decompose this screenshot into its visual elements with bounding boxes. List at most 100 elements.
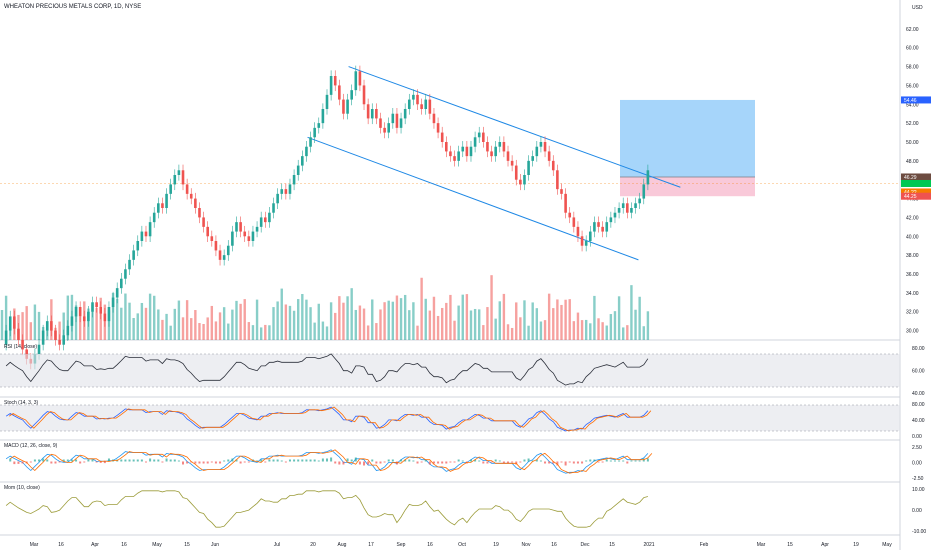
candle-body (354, 71, 358, 91)
volume-bar (21, 312, 24, 340)
macd-histogram-bar (38, 459, 41, 462)
volume-bar (465, 294, 469, 340)
macd-histogram-bar (297, 459, 300, 462)
volume-bar (515, 302, 518, 340)
candle-body (338, 85, 341, 100)
volume-bar (190, 318, 193, 340)
candle-body (350, 90, 353, 100)
time-tick-label: Sep (397, 542, 406, 548)
macd-histogram-bar (358, 461, 361, 465)
candle-body (477, 132, 481, 138)
volume-bar (403, 294, 407, 340)
macd-histogram-bar (334, 461, 337, 464)
candle-body (231, 231, 234, 246)
candle-body (189, 193, 193, 199)
time-tick-label: May (882, 542, 892, 548)
volume-bar (177, 300, 181, 340)
macd-histogram-bar (247, 461, 250, 463)
volume-bar (214, 321, 218, 340)
candle-body (41, 330, 45, 345)
macd-histogram-bar (33, 459, 36, 462)
volume-bar (272, 307, 275, 340)
macd-histogram-bar (379, 461, 382, 464)
macd-histogram-bar (478, 460, 481, 462)
macd-histogram-bar (54, 461, 57, 464)
volume-bar (354, 309, 357, 340)
candle-body (461, 146, 465, 152)
macd-histogram-bar (391, 459, 394, 462)
volume-bar (62, 312, 65, 340)
volume-bar (346, 296, 349, 340)
candle-body (243, 231, 247, 237)
price-tick-label: 56.00 (906, 83, 919, 89)
rsi-tick-label: 80.00 (912, 346, 925, 352)
candle-body (247, 236, 251, 241)
macd-histogram-bar (243, 461, 246, 463)
entry-price-tag: 46.29 (904, 175, 917, 181)
volume-bar (148, 293, 152, 340)
macd-histogram-bar (338, 461, 341, 465)
candle-body (103, 313, 107, 322)
mom-line (5, 490, 649, 528)
macd-histogram-bar (527, 458, 530, 462)
macd-histogram-bar (593, 459, 596, 462)
macd-histogram-bar (424, 459, 427, 462)
candle-body (379, 118, 382, 128)
grid (0, 0, 901, 550)
macd-histogram-bar (173, 459, 176, 462)
chart-title: WHEATON PRECIOUS METALS CORP, 1D, NYSE (4, 4, 142, 10)
volume-bar (498, 301, 501, 340)
volume-bar (301, 294, 304, 340)
candle-body (177, 170, 181, 175)
target-zone (620, 99, 755, 177)
macd-histogram-bar (531, 460, 534, 462)
candle-body (626, 203, 629, 213)
candle-body (613, 212, 617, 218)
candle-body (87, 311, 90, 322)
macd-histogram-bar (432, 461, 435, 464)
candle-body (416, 94, 419, 105)
volume-bar (412, 302, 415, 340)
macd-histogram-bar (601, 461, 604, 463)
volume-bar (539, 321, 543, 340)
volume-bar (379, 309, 382, 340)
candle-body (66, 325, 70, 336)
candle-body (568, 212, 572, 218)
candle-body (296, 165, 300, 175)
volume-bar (605, 325, 608, 340)
macd-histogram-bar (605, 459, 608, 462)
candle-body (609, 217, 613, 223)
candle-body (362, 85, 366, 105)
volume-bar (408, 310, 411, 340)
stoch-band (0, 405, 900, 431)
position-zones (0, 99, 900, 197)
macd-histogram-bar (548, 461, 551, 464)
volume-bar (181, 317, 185, 340)
candle-body (358, 71, 362, 86)
candle-body (268, 212, 271, 223)
candle-body (482, 132, 485, 142)
candle-body (527, 160, 530, 175)
rsi-band (0, 354, 900, 387)
time-tick-label: Jul (274, 542, 280, 548)
candle-body (588, 231, 592, 241)
macd-histogram-bar (17, 461, 20, 464)
candle-body (255, 226, 259, 232)
candle-body (440, 132, 444, 142)
macd-histogram-bar (132, 459, 135, 462)
macd-histogram-bar (618, 460, 621, 462)
volume-bar (124, 293, 127, 340)
volume-bar (552, 308, 555, 340)
volume-bar (547, 293, 551, 340)
time-tick-label: Oct (458, 542, 466, 548)
volume-bar (173, 308, 176, 340)
volume-bar (473, 308, 477, 340)
macd-histogram-bar (363, 461, 366, 466)
time-tick-label: 16 (121, 542, 127, 548)
volume-bar (589, 323, 592, 340)
volume-bar (572, 321, 576, 340)
candle-body (395, 113, 399, 128)
candle-body (54, 330, 57, 340)
macd-histogram-bar (597, 461, 600, 463)
